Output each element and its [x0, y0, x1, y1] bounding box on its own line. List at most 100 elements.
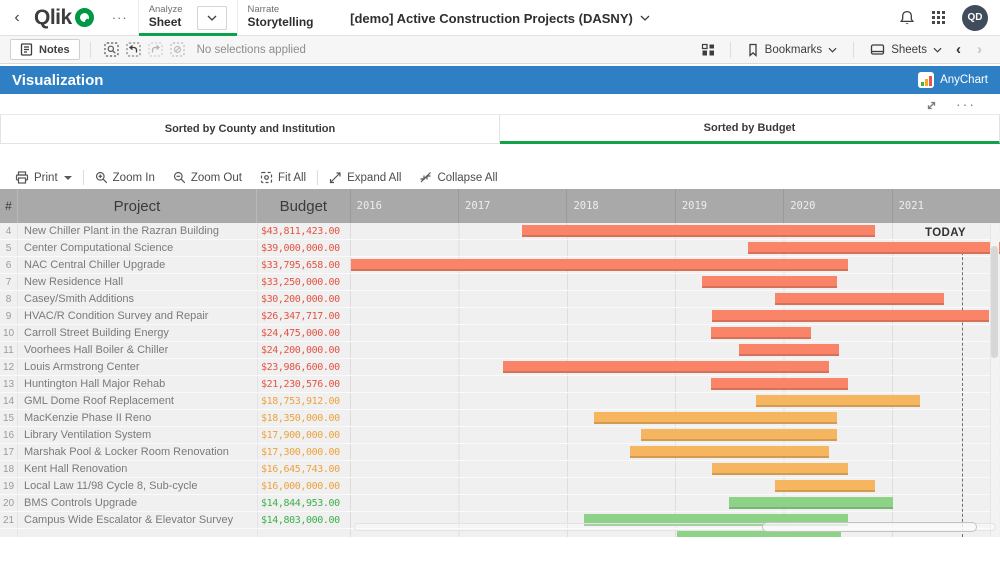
budget-value[interactable]: $23,986,600.00 [258, 359, 351, 375]
project-name[interactable]: Kent Hall Renovation [18, 461, 258, 477]
budget-value[interactable]: $17,900,000.00 [258, 427, 351, 443]
step-forward-icon[interactable] [145, 39, 167, 61]
table-row[interactable]: 14 GML Dome Roof Replacement $18,753,912.0… [0, 393, 1000, 410]
project-name[interactable]: New Residence Hall [18, 274, 258, 290]
budget-value[interactable]: $39,000,000.00 [258, 240, 351, 256]
sheets-button[interactable]: Sheets [864, 43, 948, 56]
gantt-bar[interactable] [677, 531, 841, 537]
clear-selections-icon[interactable] [167, 39, 189, 61]
gantt-bar[interactable] [739, 344, 839, 356]
table-row[interactable]: 12 Louis Armstrong Center $23,986,600.00 [0, 359, 1000, 376]
project-name[interactable]: New Chiller Plant in the Razran Building [18, 223, 258, 239]
sheet-dropdown-button[interactable] [196, 5, 227, 30]
table-row[interactable]: 9 HVAC/R Condition Survey and Repair $26,3… [0, 308, 1000, 325]
table-row[interactable] [0, 529, 1000, 537]
anychart-brand-link[interactable]: AnyChart [918, 72, 988, 88]
budget-value[interactable] [258, 529, 351, 537]
column-header-budget[interactable]: Budget [279, 197, 328, 215]
project-name[interactable]: Center Computational Science [18, 240, 258, 256]
project-name[interactable]: Casey/Smith Additions [18, 291, 258, 307]
project-name[interactable]: BMS Controls Upgrade [18, 495, 258, 511]
gantt-bar[interactable] [641, 429, 837, 441]
gantt-bar[interactable] [775, 293, 944, 305]
project-name[interactable]: HVAC/R Condition Survey and Repair [18, 308, 258, 324]
gantt-bar[interactable] [756, 395, 920, 407]
gantt-bar[interactable] [775, 480, 875, 492]
budget-value[interactable]: $33,250,000.00 [258, 274, 351, 290]
table-row[interactable]: 17 Marshak Pool & Locker Room Renovation $… [0, 444, 1000, 461]
bookmarks-button[interactable]: Bookmarks [741, 43, 844, 57]
tab-narrate-storytelling[interactable]: Narrate Storytelling [236, 0, 324, 35]
tab-analyze-sheet[interactable]: Analyze Sheet [137, 0, 237, 36]
project-name[interactable]: Marshak Pool & Locker Room Renovation [18, 444, 258, 460]
notes-button[interactable]: Notes [10, 39, 80, 60]
zoom-out-button[interactable]: Zoom Out [164, 167, 251, 189]
user-avatar[interactable]: QD [962, 4, 988, 31]
more-menu-icon[interactable]: ··· [111, 10, 128, 25]
gantt-bar[interactable] [711, 378, 848, 390]
project-name[interactable]: Voorhees Hall Boiler & Chiller [18, 342, 258, 358]
project-name[interactable]: NAC Central Chiller Upgrade [18, 257, 258, 273]
project-name[interactable]: MacKenzie Phase II Reno [18, 410, 258, 426]
project-name[interactable]: Local Law 11/98 Cycle 8, Sub-cycle [18, 478, 258, 494]
viz-more-menu-icon[interactable]: ··· [956, 96, 976, 112]
budget-value[interactable]: $43,811,423.00 [258, 223, 351, 239]
vertical-scrollbar-track[interactable] [990, 224, 999, 536]
budget-value[interactable]: $33,795,658.00 [258, 257, 351, 273]
table-row[interactable]: 16 Library Ventilation System $17,900,000.… [0, 427, 1000, 444]
table-row[interactable]: 15 MacKenzie Phase II Reno $18,350,000.00 [0, 410, 1000, 427]
budget-value[interactable]: $21,230,576.00 [258, 376, 351, 392]
gantt-bar[interactable] [712, 310, 989, 322]
step-back-icon[interactable] [123, 39, 145, 61]
table-row[interactable]: 8 Casey/Smith Additions $30,200,000.00 [0, 291, 1000, 308]
budget-value[interactable]: $16,000,000.00 [258, 478, 351, 494]
table-row[interactable]: 10 Carroll Street Building Energy $24,475,… [0, 325, 1000, 342]
table-row[interactable]: 13 Huntington Hall Major Rehab $21,230,576… [0, 376, 1000, 393]
budget-value[interactable]: $17,300,000.00 [258, 444, 351, 460]
tab-sorted-by-budget[interactable]: Sorted by Budget [500, 115, 1000, 144]
qlik-logo[interactable]: Qlik [34, 0, 102, 35]
column-header-num[interactable]: # [0, 189, 18, 223]
table-row[interactable]: 4 New Chiller Plant in the Razran Buildin… [0, 223, 1000, 240]
budget-value[interactable]: $24,475,000.00 [258, 325, 351, 341]
table-row[interactable]: 5 Center Computational Science $39,000,000… [0, 240, 1000, 257]
gantt-bar[interactable] [594, 412, 837, 424]
table-row[interactable]: 6 NAC Central Chiller Upgrade $33,795,658.… [0, 257, 1000, 274]
project-name[interactable]: Campus Wide Escalator & Elevator Survey [18, 512, 258, 528]
gantt-bar[interactable] [630, 446, 829, 458]
app-title-dropdown[interactable]: [demo] Active Construction Projects (DAS… [350, 11, 650, 26]
budget-value[interactable]: $14,803,000.00 [258, 512, 351, 528]
project-name[interactable]: Carroll Street Building Energy [18, 325, 258, 341]
project-name[interactable]: Huntington Hall Major Rehab [18, 376, 258, 392]
gantt-bar[interactable] [503, 361, 829, 373]
previous-sheet-arrow[interactable]: ‹ [956, 41, 961, 58]
project-name[interactable]: Louis Armstrong Center [18, 359, 258, 375]
fit-all-button[interactable]: Fit All [251, 167, 315, 189]
tab-sorted-by-county[interactable]: Sorted by County and Institution [0, 115, 500, 144]
gantt-bar[interactable] [702, 276, 837, 288]
expand-all-button[interactable]: Expand All [320, 167, 410, 189]
gantt-bar[interactable] [711, 327, 811, 339]
budget-value[interactable]: $30,200,000.00 [258, 291, 351, 307]
project-name[interactable]: Library Ventilation System [18, 427, 258, 443]
budget-value[interactable]: $24,200,000.00 [258, 342, 351, 358]
budget-value[interactable]: $18,350,000.00 [258, 410, 351, 426]
app-switcher-grid-icon[interactable] [932, 11, 945, 24]
budget-value[interactable]: $16,645,743.00 [258, 461, 351, 477]
collapse-all-button[interactable]: Collapse All [410, 167, 506, 189]
zoom-in-button[interactable]: Zoom In [86, 167, 164, 189]
gantt-bar[interactable] [351, 259, 848, 271]
sheet-overview-icon[interactable] [698, 39, 720, 61]
table-row[interactable]: 20 BMS Controls Upgrade $14,844,953.00 [0, 495, 1000, 512]
gantt-bar[interactable] [522, 225, 875, 237]
back-chevron-icon[interactable]: ‹ [14, 8, 20, 26]
fullscreen-icon[interactable] [925, 99, 938, 112]
notifications-bell-icon[interactable] [899, 10, 915, 26]
table-row[interactable]: 7 New Residence Hall $33,250,000.00 [0, 274, 1000, 291]
budget-value[interactable]: $18,753,912.00 [258, 393, 351, 409]
selections-search-icon[interactable] [101, 39, 123, 61]
gantt-bar[interactable] [729, 497, 893, 509]
gantt-bar[interactable] [712, 463, 848, 475]
column-header-project[interactable]: Project [18, 189, 258, 223]
print-button[interactable]: Print [6, 167, 81, 189]
